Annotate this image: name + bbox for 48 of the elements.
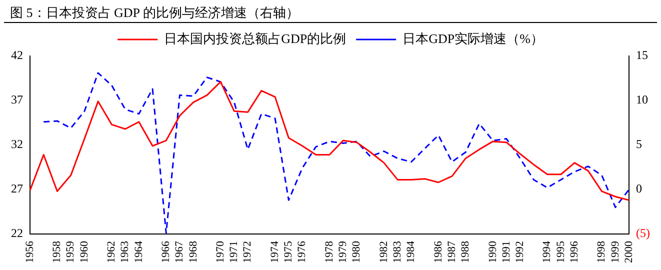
x-tick-label: 1975 bbox=[282, 240, 295, 263]
y-tick-label: 37 bbox=[11, 92, 23, 107]
x-tick-label: 1976 bbox=[296, 240, 308, 263]
y2-tick-label: 15 bbox=[636, 48, 648, 62]
x-tick-label: 1956 bbox=[24, 240, 36, 263]
x-tick-label: 1990 bbox=[486, 240, 499, 263]
x-tick-label: 1979 bbox=[337, 240, 350, 263]
x-tick-label: 1963 bbox=[119, 240, 132, 263]
chart-title: 图 5：日本投资占 GDP 的比例与经济增速（右轴） bbox=[4, 0, 657, 23]
y-tick-label: 32 bbox=[11, 137, 23, 152]
y-tick-label: 42 bbox=[11, 48, 23, 62]
x-tick-label: 1995 bbox=[554, 240, 567, 263]
x-tick-label: 1992 bbox=[514, 241, 526, 263]
legend-label: 日本GDP实际增速（%） bbox=[402, 30, 544, 46]
x-tick-label: 1994 bbox=[541, 240, 554, 263]
x-tick-label: 1999 bbox=[609, 240, 622, 263]
x-tick-label: 1971 bbox=[228, 241, 240, 263]
x-tick-label: 2000 bbox=[622, 240, 635, 263]
x-tick-label: 1964 bbox=[132, 240, 145, 263]
x-tick-label: 1962 bbox=[106, 241, 118, 263]
x-tick-label: 1974 bbox=[268, 240, 281, 263]
x-tick-label: 1959 bbox=[64, 240, 77, 263]
x-tick-label: 1958 bbox=[51, 240, 64, 263]
x-tick-label: 1982 bbox=[378, 241, 390, 263]
x-tick-label: 1967 bbox=[174, 240, 186, 263]
x-tick-label: 1996 bbox=[568, 240, 580, 263]
y2-tick-label: 0 bbox=[636, 182, 642, 196]
y-tick-label: 27 bbox=[11, 182, 23, 196]
y2-tick-label: 10 bbox=[636, 92, 648, 107]
x-tick-label: 1987 bbox=[446, 240, 458, 263]
x-tick-label: 1998 bbox=[596, 240, 608, 263]
x-tick-label: 1980 bbox=[350, 240, 363, 263]
x-tick-label: 1986 bbox=[432, 240, 444, 263]
x-tick-label: 1988 bbox=[460, 240, 472, 263]
x-tick-label: 1978 bbox=[323, 240, 336, 263]
x-tick-label: 1991 bbox=[500, 241, 512, 263]
x-tick-label: 1984 bbox=[405, 240, 418, 263]
x-tick-label: 1970 bbox=[214, 240, 226, 263]
x-tick-label: 1960 bbox=[78, 240, 90, 263]
y-tick-label: 22 bbox=[11, 226, 23, 240]
x-tick-label: 1983 bbox=[391, 240, 404, 263]
y2-tick-label: 5 bbox=[636, 137, 642, 152]
y2-tick-label: (5) bbox=[636, 226, 650, 240]
x-tick-label: 1966 bbox=[160, 240, 172, 263]
x-tick-label: 1968 bbox=[187, 240, 200, 263]
legend-label: 日本国内投资总额占GDP的比例 bbox=[164, 30, 346, 46]
line-series bbox=[42, 72, 630, 234]
x-tick-label: 1972 bbox=[242, 241, 254, 263]
